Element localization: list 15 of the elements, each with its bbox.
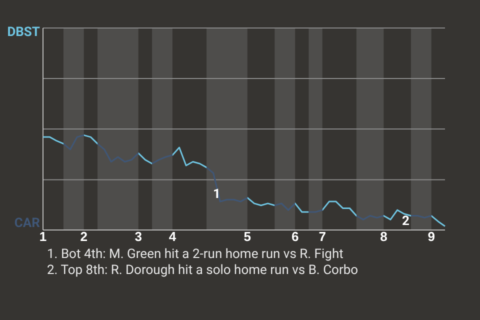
text: 1. Bot 4th: M. Green hit a 2-run home run vs R. Fight <box>47 247 344 262</box>
x-tick-label: 5 <box>244 229 252 244</box>
x-tick-label: 2 <box>80 229 88 244</box>
text: DBST <box>7 25 40 40</box>
text: 2. Top 8th: R. Dorough hit a solo home run vs B. Corbo <box>47 263 358 278</box>
x-tick-label: 4 <box>168 229 177 244</box>
annotation: 2 <box>402 214 410 229</box>
x-tick-label: 1 <box>39 229 47 244</box>
annotation: 1 <box>213 187 220 202</box>
x-tick-label: 9 <box>428 229 435 244</box>
x-tick-label: 6 <box>291 229 299 244</box>
text: CAR <box>14 216 41 231</box>
x-tick-label: 3 <box>134 229 142 244</box>
x-tick-label: 7 <box>318 229 326 244</box>
x-tick-label: 8 <box>380 229 388 244</box>
